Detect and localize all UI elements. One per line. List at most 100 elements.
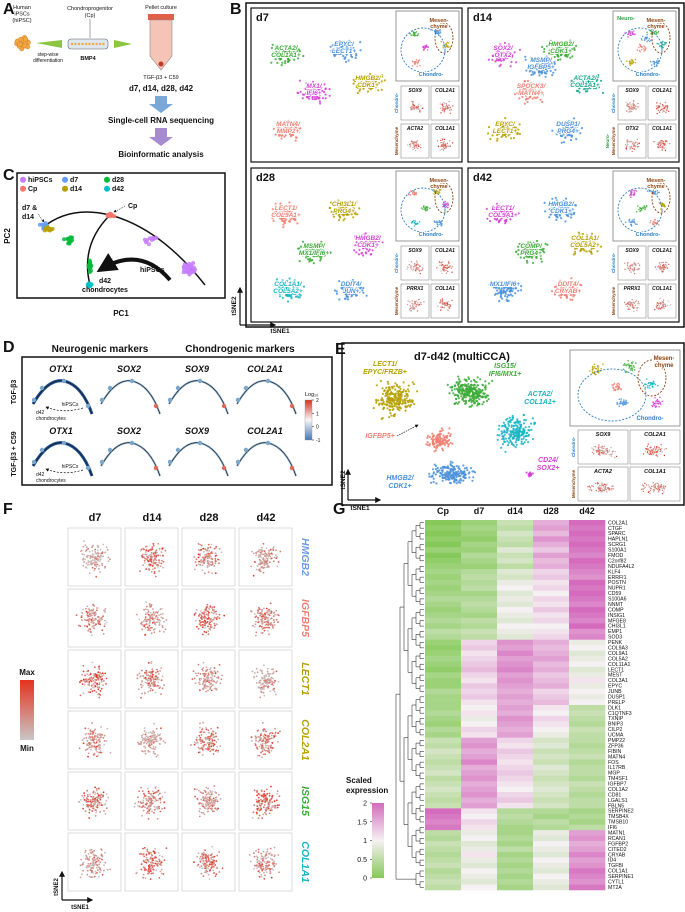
cell-dot bbox=[449, 460, 452, 463]
cell-dot bbox=[360, 251, 363, 254]
cell-dot bbox=[343, 297, 346, 300]
expression-dot bbox=[414, 307, 416, 309]
expression-dot bbox=[659, 142, 661, 144]
cell-dot bbox=[389, 401, 393, 404]
label: COL2A1 bbox=[652, 88, 672, 94]
expression-dot bbox=[599, 484, 601, 487]
expression-dot bbox=[597, 490, 600, 493]
label: SOX9 bbox=[185, 426, 209, 436]
expression-dot bbox=[611, 487, 613, 490]
branch-cells bbox=[107, 447, 113, 453]
cell-dot bbox=[601, 91, 605, 94]
cell-dot bbox=[414, 32, 417, 34]
label: DDIT4/ bbox=[341, 281, 363, 288]
label: IFI6/MX1+ bbox=[489, 371, 521, 378]
cell-dot bbox=[493, 293, 497, 296]
label: COL1A1 bbox=[435, 286, 455, 292]
expression-dot bbox=[440, 306, 442, 309]
cell-dot bbox=[630, 221, 632, 224]
expression-dot bbox=[626, 142, 629, 144]
cell-dot bbox=[632, 365, 635, 367]
label: d28 bbox=[256, 172, 275, 184]
cell-dot bbox=[570, 277, 573, 280]
cell-dot bbox=[448, 427, 451, 430]
expression-dot bbox=[420, 303, 422, 306]
cell-dot bbox=[502, 289, 505, 292]
cell-dot bbox=[369, 72, 372, 76]
cell-dot bbox=[583, 249, 586, 252]
cell-dot bbox=[292, 127, 295, 130]
cell-dot bbox=[514, 434, 517, 437]
legend-swatch bbox=[104, 176, 110, 183]
expression-dot bbox=[412, 108, 414, 110]
cell-dot bbox=[644, 386, 647, 389]
cell-dot bbox=[278, 130, 281, 133]
cell bbox=[91, 42, 95, 46]
expression-dot bbox=[657, 146, 659, 149]
cell-dot bbox=[526, 79, 530, 83]
cell-dot bbox=[620, 398, 623, 400]
expression-dot bbox=[605, 448, 607, 450]
cell-dot bbox=[630, 223, 633, 226]
cell-dot bbox=[365, 84, 368, 87]
cell-dot bbox=[402, 390, 405, 393]
cell-dot bbox=[468, 385, 471, 388]
expression-dot bbox=[412, 148, 414, 151]
cell-dot bbox=[596, 76, 599, 79]
expression-dot bbox=[633, 142, 636, 145]
expression-dot bbox=[633, 148, 635, 150]
cell-dot bbox=[624, 364, 627, 366]
label: differentiation bbox=[33, 58, 63, 64]
cell-dot bbox=[428, 435, 431, 439]
expression-dot bbox=[614, 450, 616, 453]
cell-dot bbox=[520, 285, 523, 288]
expression-dot bbox=[624, 268, 626, 271]
cell-dot bbox=[416, 65, 418, 68]
cell-dot bbox=[278, 134, 281, 137]
cell-dot bbox=[290, 297, 293, 300]
label: LECT1/ bbox=[373, 361, 398, 368]
cell-dot bbox=[340, 40, 343, 44]
cell-dot bbox=[645, 205, 648, 207]
expression-dot bbox=[662, 305, 664, 307]
overview-inset bbox=[395, 10, 460, 82]
cell-dot bbox=[556, 58, 560, 62]
expression-dot bbox=[658, 106, 660, 109]
cell-dot bbox=[631, 369, 633, 372]
cell-dot bbox=[311, 96, 314, 99]
cell-dot bbox=[287, 49, 290, 52]
expression-dot bbox=[419, 272, 422, 275]
cell-dot bbox=[287, 60, 290, 64]
expression-dot bbox=[666, 262, 668, 264]
expression-dot bbox=[638, 264, 641, 266]
cell-dot bbox=[316, 88, 320, 91]
expression-dot bbox=[660, 443, 662, 446]
expression-dot bbox=[638, 303, 640, 305]
cell-dot bbox=[506, 295, 509, 299]
expression-dot bbox=[447, 270, 449, 273]
cell-dot bbox=[525, 471, 528, 474]
cell-dot bbox=[658, 191, 660, 194]
expression-dot bbox=[635, 301, 637, 303]
cell-dot bbox=[633, 221, 636, 224]
cell-dot bbox=[446, 202, 449, 204]
cell-dot bbox=[501, 443, 505, 446]
expression-dot bbox=[662, 299, 665, 301]
cell-dot bbox=[655, 65, 658, 67]
cell-dot bbox=[274, 45, 278, 48]
cell-dot bbox=[408, 405, 411, 408]
legend-swatch bbox=[104, 185, 110, 192]
expression-dot bbox=[656, 488, 658, 490]
expression-dot bbox=[626, 104, 628, 106]
label: hiPSCs bbox=[140, 267, 165, 274]
expression-dot bbox=[445, 102, 447, 105]
cell-dot bbox=[352, 41, 355, 45]
trajectory bbox=[41, 211, 206, 286]
cell-dot bbox=[461, 397, 464, 400]
expression-dot bbox=[451, 142, 454, 144]
expression-dot bbox=[660, 262, 662, 264]
cell-dot bbox=[431, 436, 434, 439]
label: MATN4/ bbox=[276, 121, 301, 128]
cell-dot bbox=[290, 122, 293, 125]
expression-dot bbox=[447, 107, 450, 109]
